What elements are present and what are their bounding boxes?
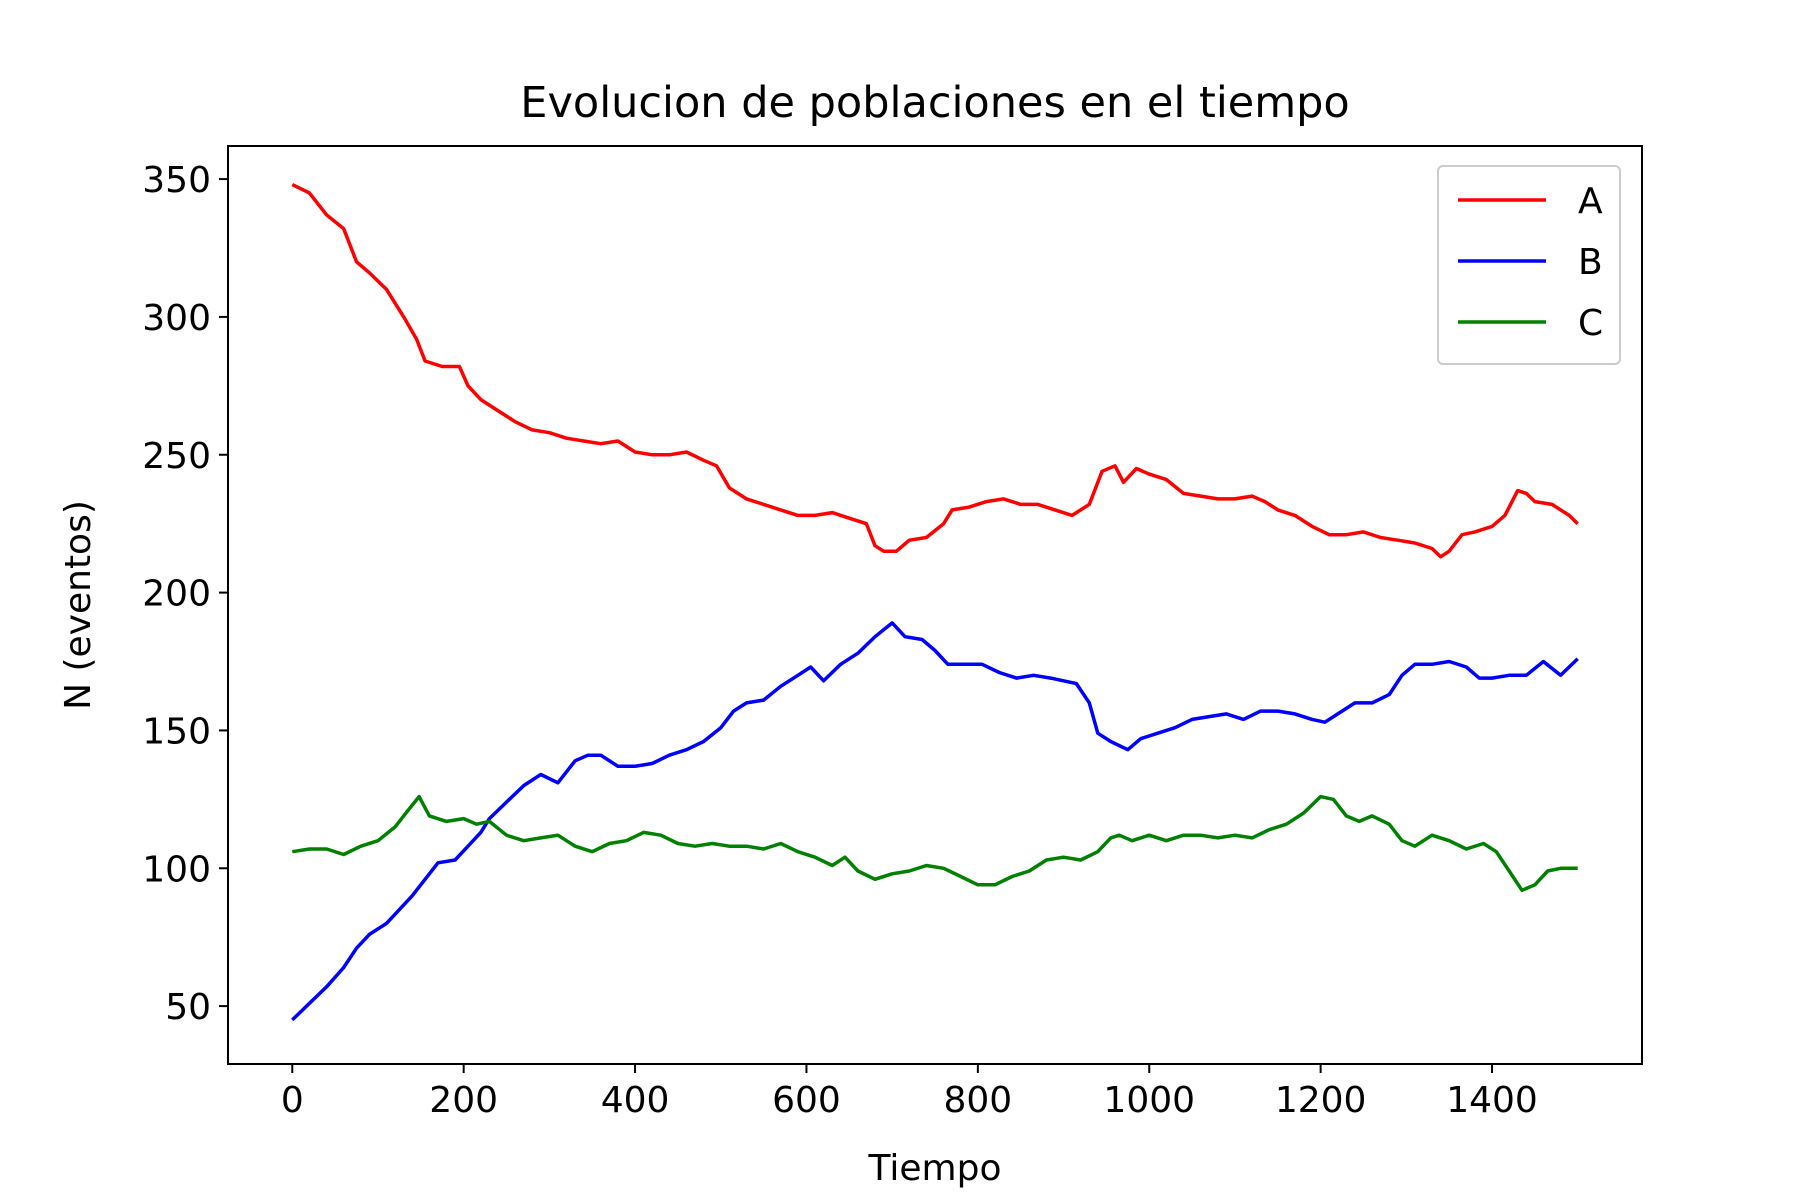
series-line-c <box>292 794 1578 893</box>
y-axis-label: N (eventos) <box>58 500 99 710</box>
plot-frame <box>227 145 1643 1065</box>
y-axis-ticks: 50 100 150 200 250 300 350 <box>142 160 228 1028</box>
y-tick-label: 150 <box>142 711 211 752</box>
legend: ABC <box>1437 165 1621 365</box>
y-tick-label: 300 <box>142 298 211 339</box>
legend-label-b: B <box>1578 242 1603 283</box>
x-tick-label: 1000 <box>1103 1080 1195 1121</box>
series-line-a <box>291 183 1579 559</box>
x-tick-label: 800 <box>943 1080 1012 1121</box>
chart-title: Evolucion de poblaciones en el tiempo <box>520 78 1349 128</box>
y-tick-label: 350 <box>142 160 211 201</box>
x-tick-label: 1200 <box>1275 1080 1367 1121</box>
x-axis-label: Tiempo <box>868 1148 1002 1189</box>
plot-area <box>291 183 1579 1022</box>
y-tick-label: 100 <box>142 849 211 890</box>
y-tick-label: 50 <box>165 987 211 1028</box>
series-lines <box>291 183 1579 1022</box>
legend-box <box>1437 165 1621 365</box>
x-tick-label: 200 <box>429 1080 498 1121</box>
x-axis-ticks: 0 200 400 600 800 1000 1200 1400 <box>281 1064 1538 1121</box>
y-tick-label: 200 <box>142 574 211 615</box>
y-tick-label: 250 <box>142 436 211 477</box>
x-tick-label: 600 <box>772 1080 841 1121</box>
x-tick-label: 0 <box>281 1080 304 1121</box>
legend-label-c: C <box>1578 303 1603 344</box>
legend-label-a: A <box>1578 181 1603 222</box>
x-tick-label: 400 <box>601 1080 670 1121</box>
x-tick-label: 1400 <box>1446 1080 1538 1121</box>
